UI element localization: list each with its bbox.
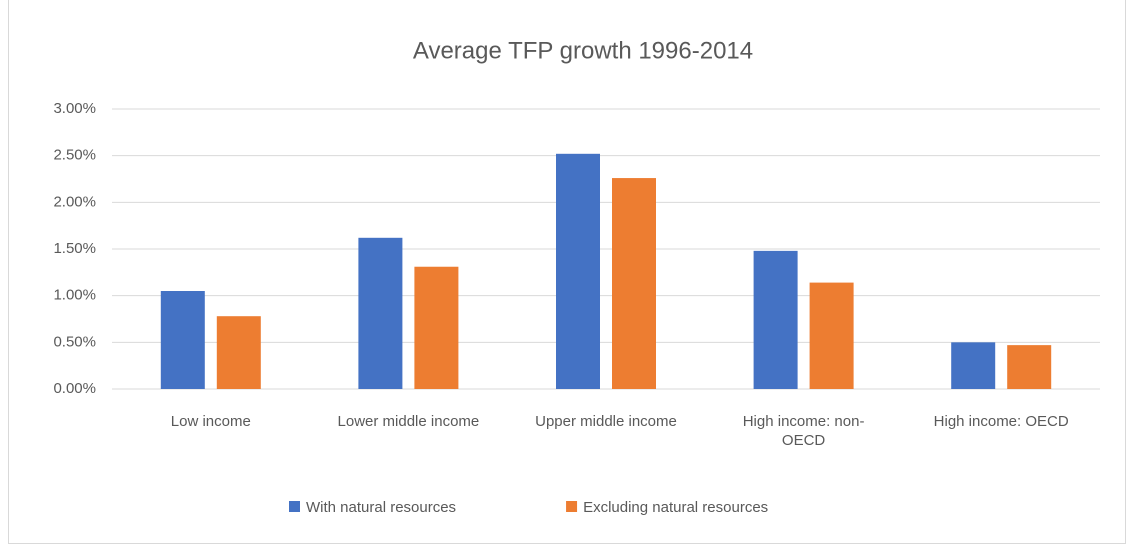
chart-title: Average TFP growth 1996-2014 xyxy=(413,37,753,64)
legend-swatch xyxy=(289,501,300,512)
x-tick-label: Low income xyxy=(170,413,251,430)
bar xyxy=(160,291,205,389)
x-tick-label: Upper middle income xyxy=(535,413,677,430)
chart-frame xyxy=(8,0,1126,544)
y-tick-label: 3.00% xyxy=(53,100,96,117)
y-tick-label: 0.50% xyxy=(53,333,96,350)
bar xyxy=(358,237,403,389)
y-tick-label: 2.00% xyxy=(53,193,96,210)
x-tick-label: Lower middle income xyxy=(337,413,480,430)
bar xyxy=(753,250,798,389)
bar xyxy=(612,178,656,389)
bar xyxy=(414,266,459,389)
bar xyxy=(1007,345,1052,389)
legend-label: With natural resources xyxy=(306,499,456,516)
x-tick-label: High income: OECD xyxy=(933,413,1069,430)
bar xyxy=(216,316,261,389)
y-tick-label: 2.50% xyxy=(53,147,96,164)
bar xyxy=(951,342,996,389)
x-tick-label: High income: non-OECD xyxy=(742,413,865,449)
bar xyxy=(556,153,600,389)
legend-swatch xyxy=(566,501,578,512)
bar xyxy=(809,282,854,389)
legend-label: Excluding natural resources xyxy=(583,499,768,516)
y-tick-label: 1.00% xyxy=(53,287,96,304)
y-tick-label: 1.50% xyxy=(53,240,96,257)
y-tick-label: 0.00% xyxy=(53,380,96,397)
